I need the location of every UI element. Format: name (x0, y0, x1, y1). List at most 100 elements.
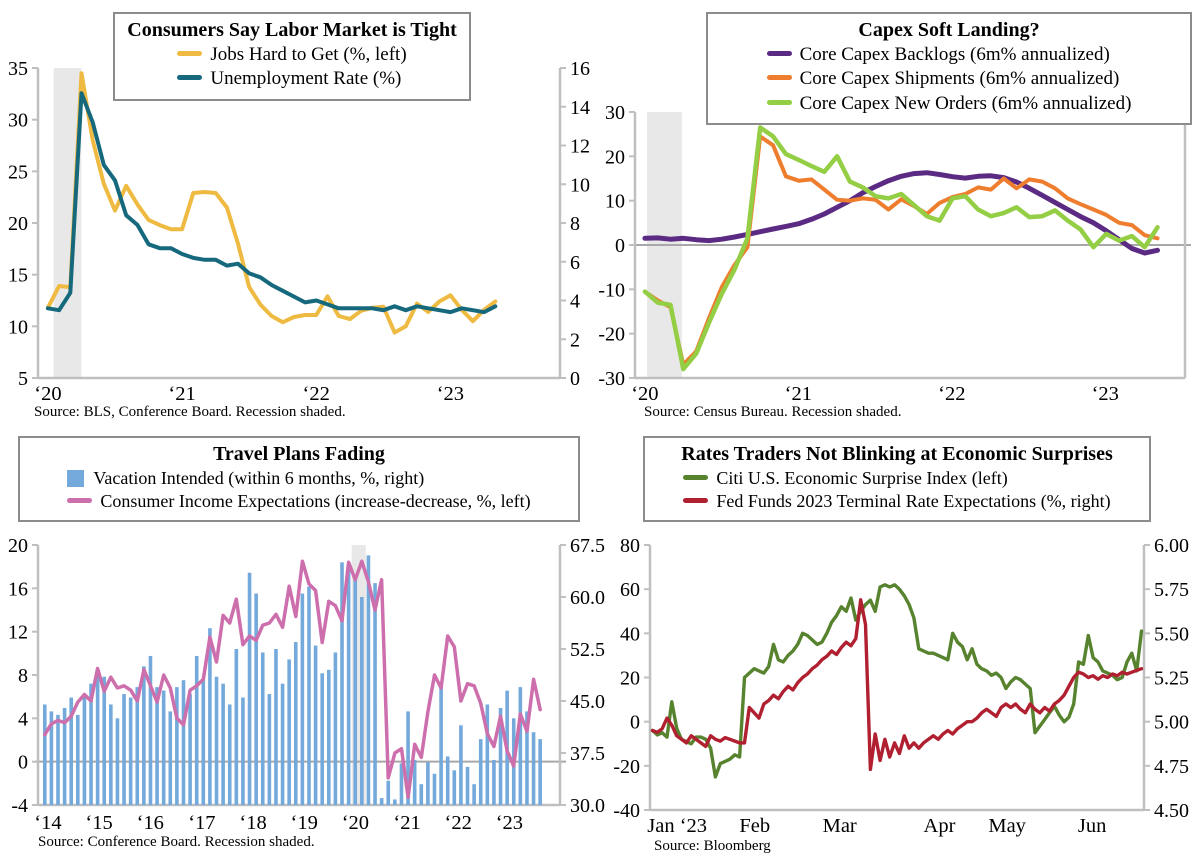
x-axis-label: ‘22 (938, 383, 965, 405)
x-axis-label: ‘22 (445, 812, 472, 834)
bar (161, 690, 166, 805)
right-axis-label: 45.0 (570, 691, 605, 713)
left-axis-label: 10 (8, 316, 28, 338)
bar (525, 711, 529, 805)
right-axis-label: 4.75 (1154, 756, 1189, 778)
bar (122, 694, 126, 805)
panel-rates-surprises: 80 60 40 20 0 -20 -40 6.00 5.75 5.50 5.25 5.00 4.75 4… (600, 430, 1200, 865)
bar-series-vacation-intended (42, 555, 542, 805)
line-series-consumer-income-expectations (43, 559, 542, 800)
bar (201, 680, 206, 805)
legend-swatch-line (766, 75, 792, 81)
line-series-citi-economic-surprise-index (650, 583, 1144, 779)
line-series-core-capex-shipments (642, 134, 1160, 367)
right-axis-label: 14 (570, 97, 590, 119)
line-series-core-capex-backlogs (642, 170, 1160, 256)
legend-label: Consumer Income Expectations (increase-d… (100, 491, 531, 512)
bar (445, 756, 450, 805)
bar (287, 659, 291, 805)
legend-item: Consumer Income Expectations (increase-d… (67, 490, 531, 513)
x-axis-label: ‘16 (137, 812, 164, 834)
legend-item: Vacation Intended (within 6 months, %, r… (67, 467, 530, 490)
bar (69, 697, 74, 805)
bar (340, 562, 344, 805)
bar (227, 704, 232, 805)
panel-labor-market: 35 30 25 20 15 10 5 16 14 12 10 8 6 4 2 0 ‘20 ‘21 ‘22 ‘23 C… (0, 0, 600, 430)
bar (439, 683, 443, 805)
bar (313, 645, 318, 805)
bar (115, 718, 120, 805)
bar (393, 799, 397, 805)
x-axis-label: May (988, 815, 1026, 837)
left-axis-label: 35 (8, 58, 28, 80)
legend-swatch-line (177, 51, 203, 57)
left-axis-label: 40 (620, 623, 640, 645)
bar (346, 569, 351, 805)
x-axis-label: Jun (1078, 815, 1106, 837)
x-axis-label: ‘21 (393, 812, 420, 834)
bar (109, 704, 113, 805)
legend-label: Unemployment Rate (%) (210, 68, 402, 90)
chart-title: Rates Traders Not Blinking at Economic S… (681, 443, 1113, 465)
x-axis-label: ‘23 (1092, 383, 1119, 405)
chart-title: Travel Plans Fading (213, 443, 385, 465)
legend-rows: Citi U.S. Economic Surprise Index (left)… (683, 467, 1111, 513)
bar (274, 649, 278, 805)
right-axis-label: 60.0 (570, 587, 605, 609)
bar (155, 687, 159, 805)
legend-swatch-line (766, 51, 792, 57)
bar (531, 732, 536, 805)
bar (327, 669, 331, 805)
line-series-unemployment-rate (45, 91, 498, 315)
legend-swatch-line (683, 498, 709, 504)
left-axis-label: -30 (598, 368, 625, 390)
x-axis-label: Mar (823, 815, 857, 837)
right-axis-label: 5.25 (1154, 668, 1189, 690)
capex-plot: 30 20 10 0 -10 -20 -30 ‘20 ‘21 ‘22 ‘23 (598, 102, 1191, 405)
bar (254, 593, 258, 805)
left-axis-label: 0 (18, 752, 28, 774)
bar (399, 763, 404, 805)
bar (214, 676, 219, 805)
bar (62, 707, 67, 805)
x-axis-label: ‘17 (188, 812, 215, 834)
left-axis-label: 60 (620, 579, 640, 601)
x-axis-label: ‘19 (291, 812, 318, 834)
bar (175, 687, 179, 805)
bar (333, 652, 338, 805)
left-axis-label: -40 (613, 800, 640, 822)
left-axis-label: 20 (605, 146, 625, 168)
bar (373, 583, 377, 805)
bar (320, 673, 324, 805)
legend-item: Jobs Hard to Get (%, left) (177, 43, 407, 67)
legend-swatch-line (766, 99, 792, 105)
legend-item: Core Capex New Orders (6m% annualized) (766, 92, 1131, 116)
left-axis-label: 5 (18, 368, 28, 390)
source-note: Source: Census Bureau. Recession shaded. (644, 404, 902, 420)
bar (82, 694, 87, 805)
legend-swatch-square (67, 470, 85, 487)
bar (208, 628, 212, 805)
left-axis-label: 16 (8, 578, 28, 600)
bar (241, 697, 245, 805)
source-note: Source: BLS, Conference Board. Recession… (34, 404, 346, 420)
legend-rows: Core Capex Backlogs (6m% annualized) Core… (766, 43, 1131, 116)
bar (498, 707, 503, 805)
bar (293, 642, 298, 805)
bar (168, 711, 173, 805)
x-axis-label: ‘23 (496, 812, 523, 834)
legend-item: Citi U.S. Economic Surprise Index (left) (683, 467, 1110, 490)
right-axis-label: 16 (570, 58, 590, 80)
right-axis-label: 37.5 (570, 743, 605, 765)
legend-swatch-line (683, 475, 709, 481)
line-series-fed-funds-terminal-rate (650, 598, 1144, 772)
left-axis-label: 4 (18, 708, 28, 730)
bar (194, 655, 199, 805)
left-axis-label: 20 (8, 213, 28, 235)
bar (518, 687, 523, 805)
line-series-jobs-hard-to-get (45, 71, 498, 335)
right-axis-label: 10 (570, 174, 590, 196)
left-axis-label: 8 (18, 665, 28, 687)
bar (95, 669, 100, 805)
